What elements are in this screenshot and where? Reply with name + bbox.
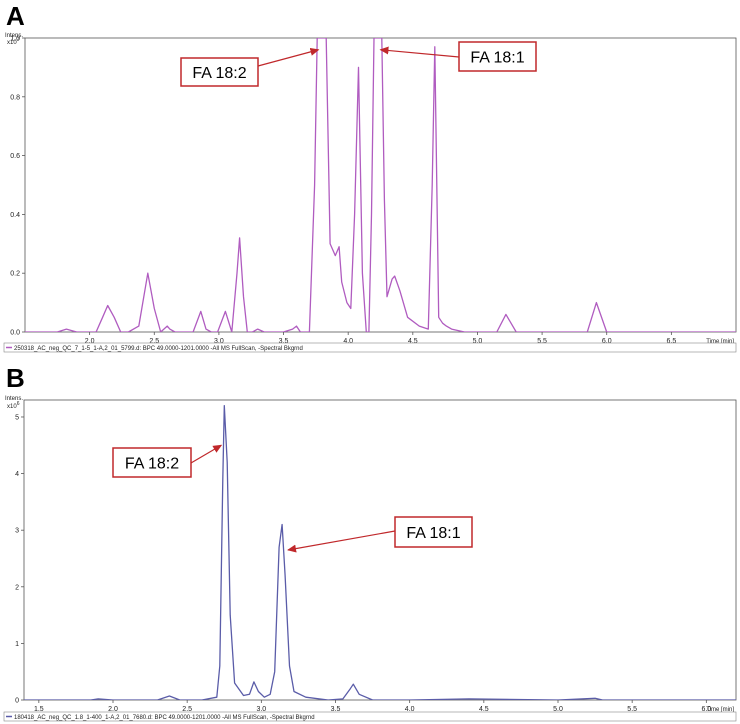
x-tick-label: 5.0	[473, 338, 483, 345]
plot-frame	[23, 399, 737, 701]
panel-a: A Intens.x107 0.0 0.2 0.4 0.6 0.8 1.0 2.0 2.5 3.0 3…	[3, 1, 737, 353]
y-multiplier: x106	[7, 401, 20, 410]
x-tick-label: 3.0	[214, 338, 224, 345]
x-tick-label: 3.0	[256, 706, 266, 713]
legend-text: 250318_AC_neg_QC_7_1-5_1-A,2_01_5799.d: …	[14, 346, 303, 352]
x-tick-label: 3.5	[279, 338, 289, 345]
x-tick-label: 2.5	[182, 706, 192, 713]
x-tick-label: 4.5	[479, 706, 489, 713]
x-tick-label: 1.5	[34, 706, 44, 713]
x-tick-label: 6.0	[602, 338, 612, 345]
x-tick-label: 4.0	[405, 706, 415, 713]
y-multiplier-exponent: 6	[17, 401, 20, 407]
panel-letter: A	[6, 1, 25, 31]
x-axis-label: Time [min]	[706, 707, 734, 713]
annotation-box	[112, 447, 192, 478]
x-tick-label: 4.5	[408, 338, 418, 345]
y-tick-label: 0.8	[10, 94, 20, 101]
y-tick-label: 0.4	[10, 212, 20, 219]
annotation-box	[394, 516, 473, 548]
x-tick-label: 5.5	[627, 706, 637, 713]
chromatogram-trace	[25, 38, 736, 332]
y-multiplier-exponent: 7	[17, 37, 20, 43]
y-axis-label: Intens.	[5, 396, 23, 402]
x-tick-label: 5.5	[537, 338, 547, 345]
annotation-arrow	[287, 530, 396, 553]
plot-frame	[24, 37, 737, 333]
annotation-label: FA 18:2	[125, 456, 179, 473]
annotation-box	[180, 57, 259, 87]
y-multiplier-base: x10	[7, 404, 17, 410]
x-tick-label: 6.5	[666, 338, 676, 345]
annotation-label: FA 18:1	[406, 525, 460, 542]
y-multiplier: x107	[7, 37, 20, 46]
x-tick-label: 2.5	[149, 338, 159, 345]
annotation-box	[458, 41, 537, 72]
annotation-label: FA 18:1	[470, 50, 524, 67]
annotation-arrow	[379, 46, 460, 58]
x-tick-label: 3.5	[331, 706, 341, 713]
panel-letter: B	[6, 363, 25, 393]
y-tick-label: 0.6	[10, 153, 20, 160]
y-tick-label: 3	[15, 528, 19, 535]
annotation-arrow	[190, 444, 223, 464]
chromatogram-trace	[24, 405, 736, 700]
legend-box	[3, 711, 737, 722]
legend-box	[3, 342, 737, 353]
annotation-arrow	[257, 47, 320, 67]
y-tick-label: 1.0	[10, 36, 20, 43]
y-tick-label: 2	[15, 584, 19, 591]
x-tick-label: 4.0	[343, 338, 353, 345]
x-tick-label: 2.0	[85, 338, 95, 345]
y-axis-label: Intens.	[5, 33, 23, 39]
y-tick-label: 4	[15, 471, 19, 478]
y-tick-label: 0	[15, 698, 19, 705]
y-tick-label: 0.2	[10, 271, 20, 278]
x-tick-label: 6.0	[701, 706, 711, 713]
x-tick-label: 5.0	[553, 706, 563, 713]
x-axis-label: Time [min]	[706, 339, 734, 345]
y-tick-label: 5	[15, 414, 19, 421]
y-multiplier-base: x10	[7, 40, 17, 46]
y-tick-label: 1	[15, 641, 19, 648]
y-tick-label: 0.0	[10, 330, 20, 337]
annotation-label: FA 18:2	[192, 65, 246, 82]
x-tick-label: 2.0	[108, 706, 118, 713]
legend-text: 180418_AC_neg_QC_1.8_1-400_1-A,2_01_7680…	[14, 715, 315, 721]
